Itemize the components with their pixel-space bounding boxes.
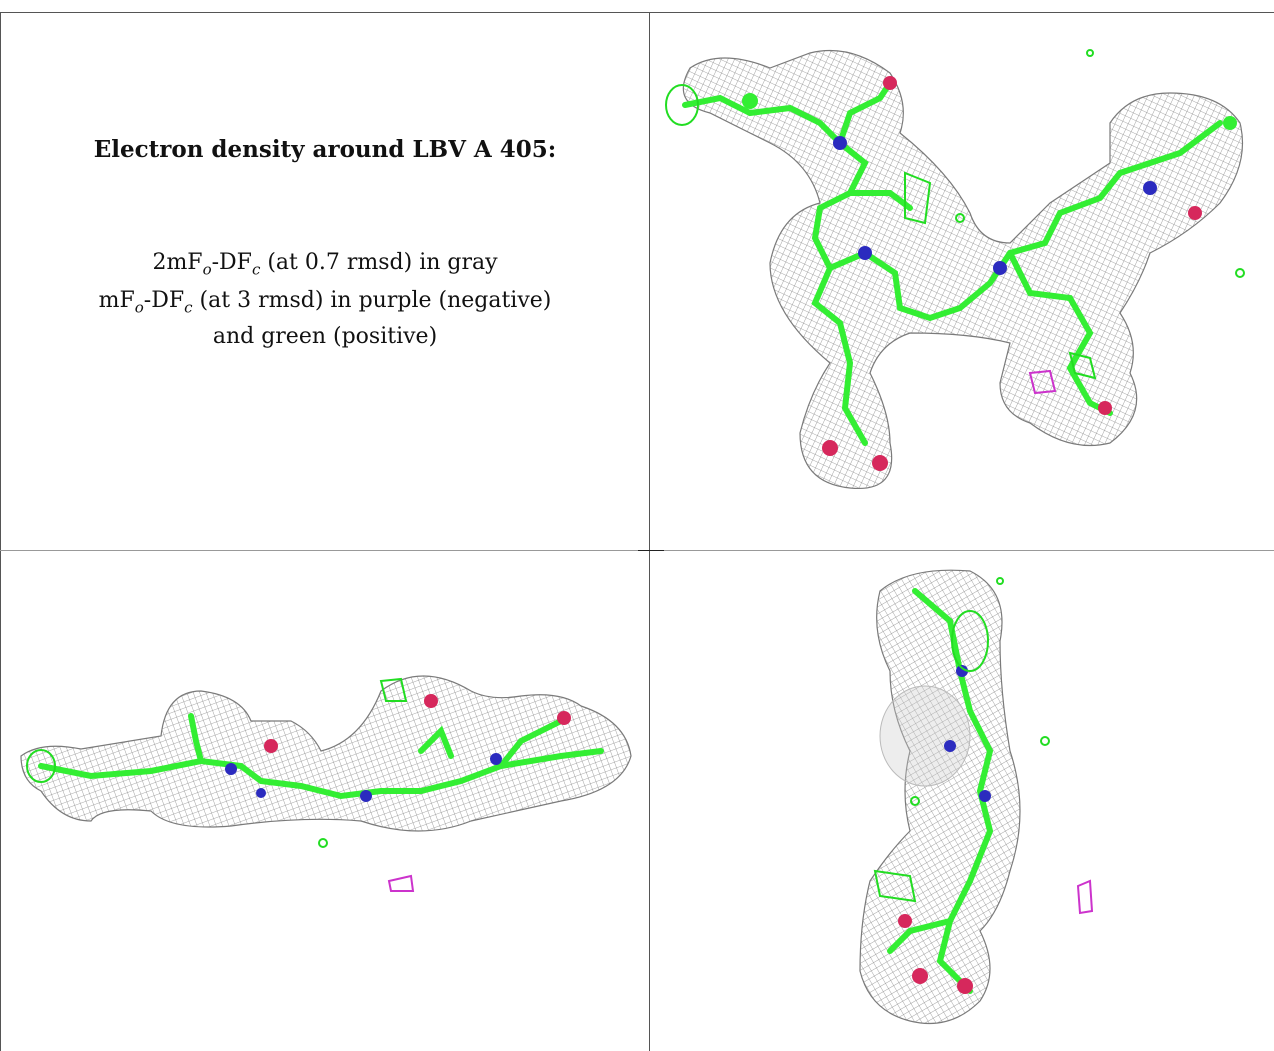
- positive-density: [665, 49, 1245, 380]
- nitrogen-atom: [993, 261, 1007, 275]
- positive-density: [873, 577, 1050, 903]
- caption-title: Electron density around LBV A 405:: [93, 136, 557, 163]
- negative-density: [1028, 369, 1057, 395]
- nitrogen-atom: [944, 740, 956, 752]
- view-top-right: [650, 13, 1274, 550]
- nitrogen-atom: [833, 136, 847, 150]
- atoms: [898, 665, 991, 994]
- molecule-bonds: [38, 713, 604, 800]
- carbon-atom: [1223, 116, 1237, 130]
- positive-density: [26, 677, 408, 848]
- background-density: [879, 685, 971, 787]
- nitrogen-atom: [490, 753, 502, 765]
- oxygen-atom: [957, 978, 973, 994]
- oxygen-atom: [424, 694, 438, 708]
- molecule-bonds: [887, 588, 994, 994]
- caption-panel: Electron density around LBV A 405: 2mFo-…: [0, 0, 650, 550]
- nitrogen-atom: [858, 246, 872, 260]
- oxygen-atom: [872, 455, 888, 471]
- left-border: [0, 12, 1, 1051]
- oxygen-atom: [264, 739, 278, 753]
- gray-mesh: [859, 569, 1021, 1025]
- density-view-top: [665, 49, 1245, 490]
- oxygen-atom: [883, 76, 897, 90]
- caption-line-purple: mFo-DFc (at 3 rmsd) in purple (negative): [98, 288, 552, 317]
- caption-line-green: and green (positive): [212, 324, 438, 349]
- oxygen-atom: [898, 914, 912, 928]
- oxygen-atom: [1188, 206, 1202, 220]
- negative-density: [1076, 879, 1094, 915]
- nitrogen-atom: [256, 788, 266, 798]
- carbon-atom: [742, 93, 758, 109]
- row-divider-accent: [638, 550, 664, 551]
- nitrogen-atom: [979, 790, 991, 802]
- oxygen-atom: [822, 440, 838, 456]
- middle-divider: [649, 12, 650, 1051]
- atoms: [742, 76, 1237, 471]
- molecule-bonds: [682, 80, 1223, 446]
- density-view-edge: [859, 569, 1094, 1025]
- view-bottom-right: [650, 551, 1274, 1051]
- nitrogen-atom: [1143, 181, 1157, 195]
- oxygen-atom: [1098, 401, 1112, 415]
- negative-density: [387, 874, 415, 892]
- nitrogen-atom: [956, 665, 968, 677]
- nitrogen-atom: [360, 790, 372, 802]
- nitrogen-atom: [225, 763, 237, 775]
- oxygen-atom: [912, 968, 928, 984]
- oxygen-atom: [557, 711, 571, 725]
- row-divider: [0, 550, 1274, 551]
- caption-line-gray: 2mFo-DFc (at 0.7 rmsd) in gray: [152, 250, 498, 279]
- gray-mesh: [20, 675, 632, 832]
- atoms: [225, 694, 571, 802]
- top-border: [0, 12, 1274, 13]
- gray-mesh: [682, 49, 1243, 490]
- density-view-side: [20, 675, 632, 892]
- view-bottom-left: [1, 551, 649, 1051]
